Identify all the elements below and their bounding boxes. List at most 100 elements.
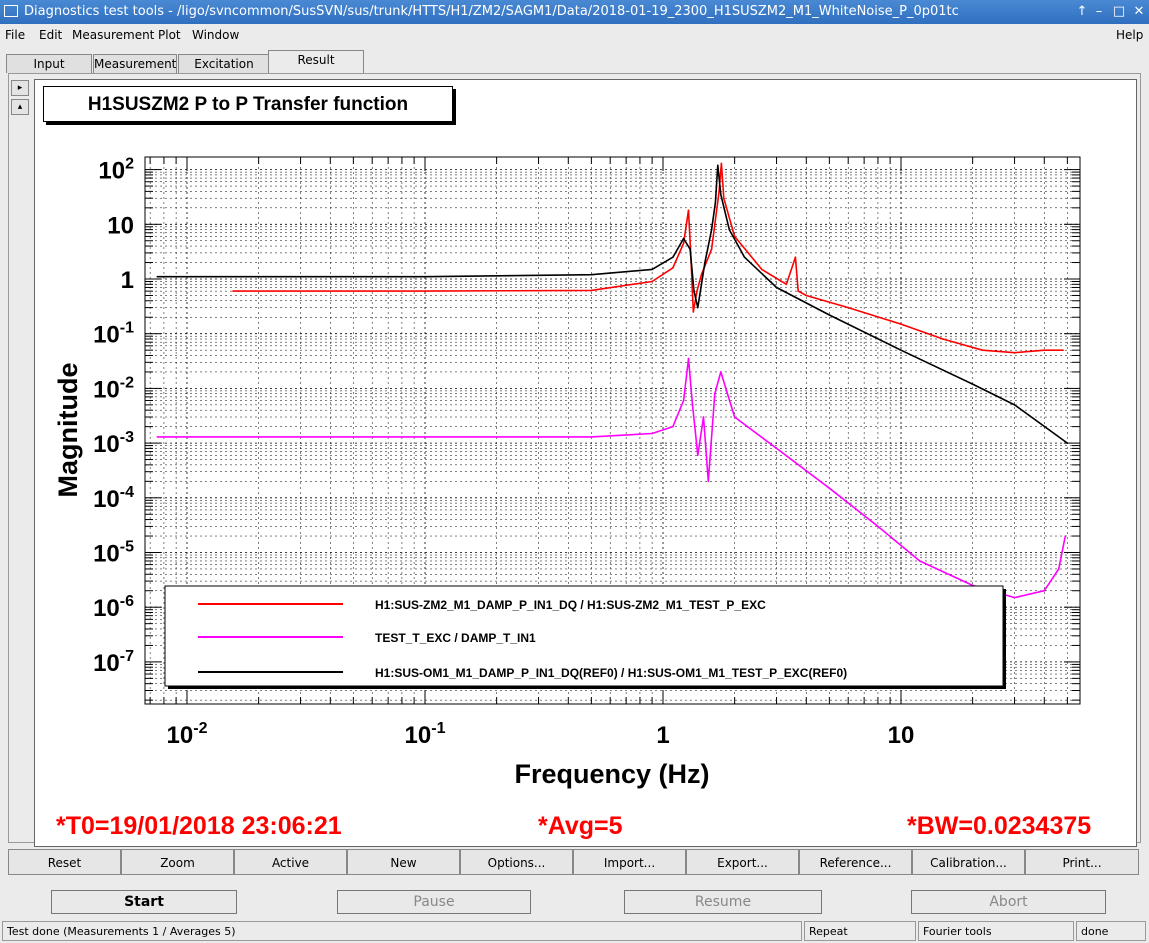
pause-button[interactable]: Pause xyxy=(337,890,531,914)
x-tick-label: 10-2 xyxy=(167,720,208,749)
collapse-up-button[interactable]: ▴ xyxy=(11,99,29,115)
plot-toolbar: Reset Zoom Active New Options... Import.… xyxy=(8,849,1139,875)
data-point xyxy=(718,190,720,193)
data-point xyxy=(590,273,593,276)
data-point xyxy=(717,164,719,167)
legend-entry-zm2: H1:SUS-ZM2_M1_DAMP_P_IN1_DQ / H1:SUS-ZM2… xyxy=(375,598,766,612)
data-point xyxy=(692,311,695,313)
tab-result[interactable]: Result xyxy=(268,50,364,73)
tab-excitation[interactable]: Excitation xyxy=(178,54,270,73)
series-test-t-line xyxy=(157,357,1067,599)
data-point xyxy=(696,290,698,292)
status-state: done xyxy=(1076,921,1146,941)
abort-button[interactable]: Abort xyxy=(911,890,1106,914)
resume-button[interactable]: Resume xyxy=(624,890,822,914)
close-icon[interactable]: ✕ xyxy=(1133,4,1145,19)
expand-right-button[interactable]: ▸ xyxy=(11,80,29,96)
start-button[interactable]: Start xyxy=(51,890,237,914)
data-point xyxy=(733,416,736,418)
tab-bar: Input Measurement Excitation Result xyxy=(0,50,1149,74)
data-point xyxy=(651,280,653,283)
y-tick-labels: 102 10 1 10-1 10-2 10-3 10-4 10-5 10-6 10-7 xyxy=(93,156,134,677)
data-point xyxy=(1057,568,1060,570)
data-point xyxy=(672,267,674,269)
window-titlebar: Diagnostics test tools - /ligo/svncommon… xyxy=(0,0,1149,24)
y-tick-label: 10-5 xyxy=(93,539,134,568)
menu-plot[interactable]: Plot xyxy=(158,28,181,42)
menu-edit[interactable]: Edit xyxy=(39,28,63,42)
data-point xyxy=(687,357,690,360)
maximize-icon[interactable]: □ xyxy=(1112,4,1126,19)
y-tick-label: 10-7 xyxy=(93,648,134,677)
status-bar: Test done (Measurements 1 / Averages 5) … xyxy=(0,920,1149,943)
menu-file[interactable]: File xyxy=(5,28,26,42)
data-point xyxy=(707,480,710,483)
new-button[interactable]: New xyxy=(347,849,460,875)
menu-bar: File Edit Measurement Plot Window Help xyxy=(0,25,1149,46)
data-point xyxy=(1043,349,1046,352)
import-button[interactable]: Import... xyxy=(573,849,686,875)
data-point xyxy=(1013,351,1016,354)
y-tick-label: 10-2 xyxy=(93,374,134,403)
data-point xyxy=(682,242,685,245)
data-point xyxy=(590,436,593,438)
tab-measurement[interactable]: Measurement xyxy=(93,54,177,73)
legend-entry-om1-ref: H1:SUS-OM1_M1_DAMP_P_IN1_DQ(REF0) / H1:S… xyxy=(375,666,847,680)
menu-window[interactable]: Window xyxy=(192,28,240,42)
zoom-button[interactable]: Zoom xyxy=(121,849,234,875)
data-point xyxy=(682,399,685,402)
data-point xyxy=(761,268,763,271)
y-tick-label: 10-6 xyxy=(93,593,134,622)
data-point xyxy=(1062,349,1064,352)
x-tick-label: 10 xyxy=(888,722,915,749)
data-point xyxy=(710,248,713,250)
data-point xyxy=(702,416,705,418)
status-message: Test done (Measurements 1 / Averages 5) xyxy=(2,921,802,941)
data-point xyxy=(424,436,426,438)
series-om1-ref-line xyxy=(157,164,1068,444)
data-point xyxy=(785,283,788,286)
data-point xyxy=(805,294,808,297)
data-point xyxy=(877,525,879,528)
data-point xyxy=(942,338,944,340)
chart-legend: H1:SUS-ZM2_M1_DAMP_P_IN1_DQ / H1:SUS-ZM2… xyxy=(164,585,1006,689)
print-button[interactable]: Print... xyxy=(1025,849,1139,875)
plot-canvas[interactable] xyxy=(34,79,1137,847)
data-point xyxy=(797,290,799,292)
data-point xyxy=(828,314,831,316)
bw-stat: *BW=0.0234375 xyxy=(907,812,1092,840)
y-axis-label: Magnitude xyxy=(53,363,83,498)
active-button[interactable]: Active xyxy=(234,849,347,875)
data-point xyxy=(775,447,778,450)
reset-button[interactable]: Reset xyxy=(8,849,121,875)
data-point xyxy=(672,425,674,428)
data-point xyxy=(828,487,831,490)
menu-help[interactable]: Help xyxy=(1116,28,1144,42)
data-point xyxy=(704,261,706,264)
data-point xyxy=(1013,404,1016,406)
data-point xyxy=(900,323,902,325)
data-point xyxy=(720,193,722,196)
tab-input[interactable]: Input xyxy=(6,54,92,73)
data-point xyxy=(743,256,746,259)
x-tick-labels: 10-2 10-1 1 10 xyxy=(167,720,915,749)
data-point xyxy=(1013,596,1016,599)
data-point xyxy=(720,162,723,165)
menu-measurement[interactable]: Measurement xyxy=(72,28,155,42)
data-point xyxy=(700,273,703,276)
data-point xyxy=(697,306,699,309)
data-point xyxy=(691,404,694,406)
keep-above-icon[interactable]: ↑ xyxy=(1076,4,1088,19)
export-button[interactable]: Export... xyxy=(686,849,799,875)
minimize-icon[interactable]: – xyxy=(1095,4,1103,19)
data-point xyxy=(232,290,234,292)
calibration-button[interactable]: Calibration... xyxy=(912,849,1025,875)
reference-button[interactable]: Reference... xyxy=(799,849,912,875)
data-point xyxy=(710,228,713,231)
options-button[interactable]: Options... xyxy=(460,849,573,875)
data-point xyxy=(651,268,653,271)
data-point xyxy=(714,392,716,395)
y-tick-label: 10-3 xyxy=(93,429,134,458)
data-point xyxy=(728,228,731,231)
